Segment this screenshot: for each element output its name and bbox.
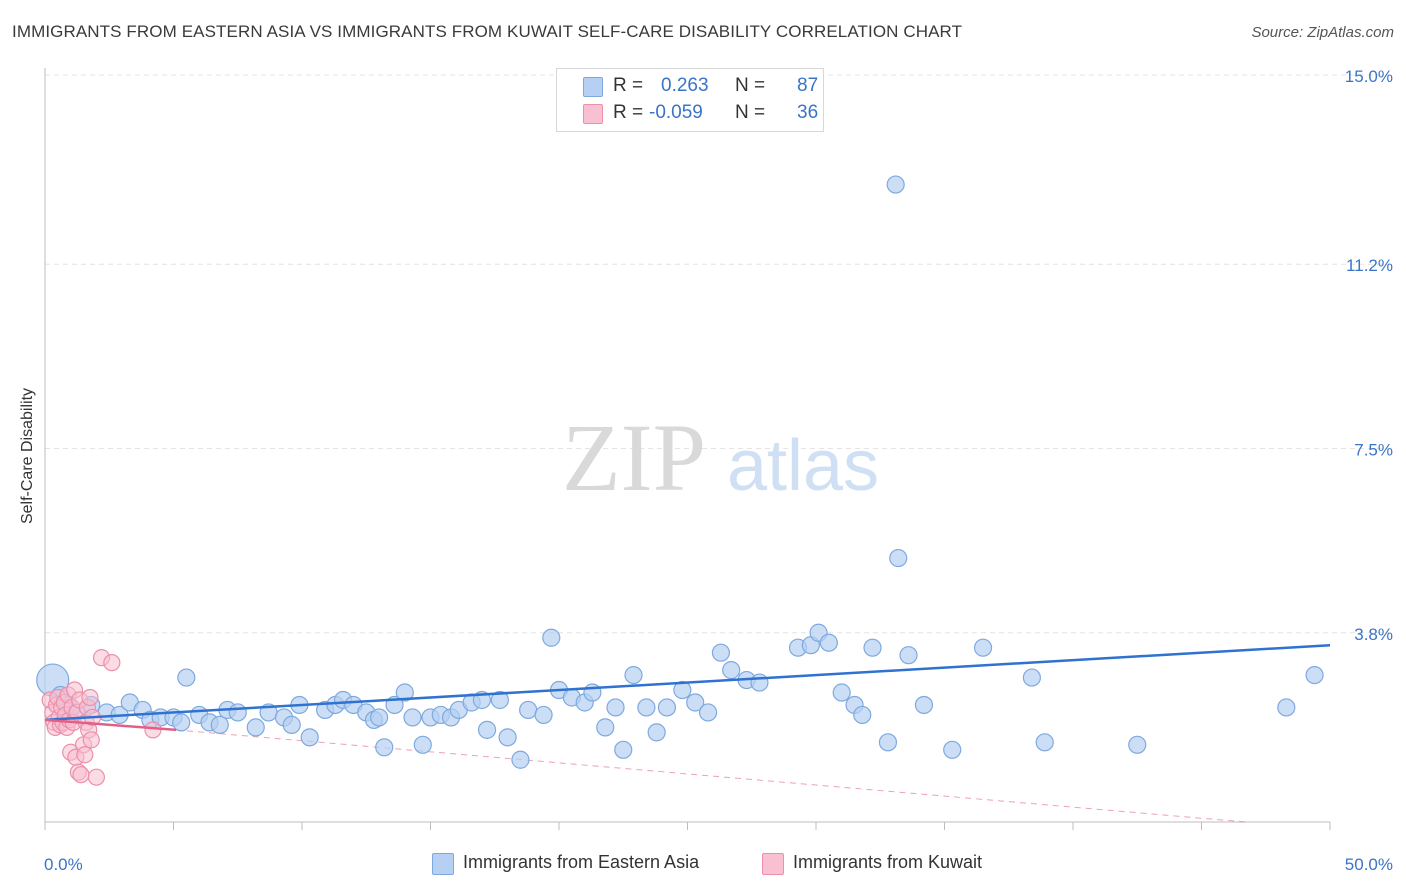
point-eastern-asia [1305, 665, 1324, 685]
legend-r-label: R = [613, 75, 644, 96]
point-eastern-asia [973, 638, 993, 657]
legend-swatch-pink [762, 853, 784, 875]
point-kuwait [72, 766, 90, 784]
point-eastern-asia [534, 705, 553, 725]
y-axis-label: Self-Care Disability [19, 387, 36, 525]
legend-swatch-blue [583, 77, 603, 97]
point-eastern-asia [172, 713, 191, 732]
point-eastern-asia [511, 750, 530, 769]
point-eastern-asia [878, 733, 898, 752]
y-tick-label: 3.8% [1354, 625, 1393, 644]
point-eastern-asia [914, 695, 934, 715]
point-kuwait [103, 654, 121, 672]
point-kuwait [81, 688, 99, 707]
tick-labels: 3.8% 7.5% 11.2% 15.0% 0.0% 50.0% [44, 67, 1393, 874]
legend-r-value: -0.059 [649, 102, 703, 123]
point-eastern-asia [899, 646, 918, 665]
point-eastern-asia [300, 728, 319, 747]
point-eastern-asia [370, 708, 389, 727]
point-eastern-asia [647, 723, 666, 742]
point-eastern-asia [886, 175, 905, 194]
x-tick-label-min: 0.0% [44, 855, 83, 874]
point-eastern-asia [596, 718, 615, 737]
point-eastern-asia [246, 718, 265, 737]
point-eastern-asia [637, 698, 656, 717]
point-eastern-asia [819, 633, 838, 652]
point-eastern-asia [722, 661, 741, 680]
source-label: Source: ZipAtlas.com [1251, 24, 1394, 41]
watermark: ZIP atlas [562, 404, 879, 511]
point-eastern-asia [375, 738, 394, 757]
point-eastern-asia [657, 698, 677, 717]
point-eastern-asia [624, 665, 643, 685]
watermark-zip: ZIP [562, 404, 706, 511]
y-tick-label: 7.5% [1354, 441, 1393, 460]
point-eastern-asia [1035, 733, 1054, 752]
point-eastern-asia [750, 673, 769, 692]
legend-n-label: N = [735, 75, 766, 96]
point-eastern-asia [711, 643, 731, 662]
point-eastern-asia [210, 715, 229, 734]
point-eastern-asia [943, 740, 962, 759]
stats-legend: R = 0.263 N = 87 R = -0.059 N = 36 [556, 68, 824, 132]
point-eastern-asia [403, 708, 422, 727]
point-eastern-asia [1128, 735, 1147, 754]
grid-lines [45, 74, 1393, 634]
chart-title: IMMIGRANTS FROM EASTERN ASIA VS IMMIGRAN… [12, 22, 963, 41]
data-points [36, 175, 1331, 786]
point-eastern-asia [477, 720, 497, 739]
point-eastern-asia [673, 680, 692, 700]
trend-lines [176, 729, 1246, 823]
point-eastern-asia [498, 728, 517, 747]
point-eastern-asia [542, 628, 561, 647]
trend-line-eastern-asia [44, 643, 1331, 722]
legend-r-label: R = [613, 102, 644, 123]
point-eastern-asia [614, 740, 633, 759]
point-eastern-asia [832, 683, 851, 702]
x-tick-label-max: 50.0% [1345, 855, 1393, 874]
trend-line-kuwait [44, 718, 177, 732]
trend-line-kuwait-extension [176, 729, 1246, 823]
point-kuwait [144, 721, 162, 739]
point-eastern-asia [698, 703, 718, 722]
legend-swatch-blue [432, 853, 454, 875]
point-eastern-asia [177, 668, 196, 687]
watermark-atlas: atlas [727, 426, 879, 506]
point-eastern-asia [889, 548, 908, 568]
point-eastern-asia [519, 700, 538, 720]
legend-n-value: 87 [797, 75, 819, 96]
legend-label: Immigrants from Eastern Asia [463, 852, 700, 872]
point-kuwait [76, 746, 94, 764]
point-eastern-asia [606, 698, 625, 717]
legend-swatch-pink [583, 104, 603, 124]
point-eastern-asia [1022, 668, 1041, 687]
point-eastern-asia [1277, 698, 1296, 717]
point-eastern-asia [686, 693, 705, 712]
y-tick-label: 11.2% [1346, 256, 1393, 275]
point-eastern-asia [413, 735, 432, 754]
point-eastern-asia [853, 705, 872, 725]
point-eastern-asia [395, 683, 414, 702]
point-eastern-asia [490, 690, 509, 710]
legend-r-value: 0.263 [661, 75, 709, 96]
legend-n-label: N = [735, 102, 766, 123]
point-kuwait [82, 731, 100, 749]
point-kuwait [87, 768, 106, 786]
legend-label: Immigrants from Kuwait [793, 852, 983, 872]
point-eastern-asia [282, 715, 301, 734]
point-eastern-asia [228, 703, 247, 722]
legend-n-value: 36 [797, 102, 819, 123]
point-eastern-asia [863, 638, 882, 657]
y-tick-label: 15.0% [1345, 67, 1393, 86]
